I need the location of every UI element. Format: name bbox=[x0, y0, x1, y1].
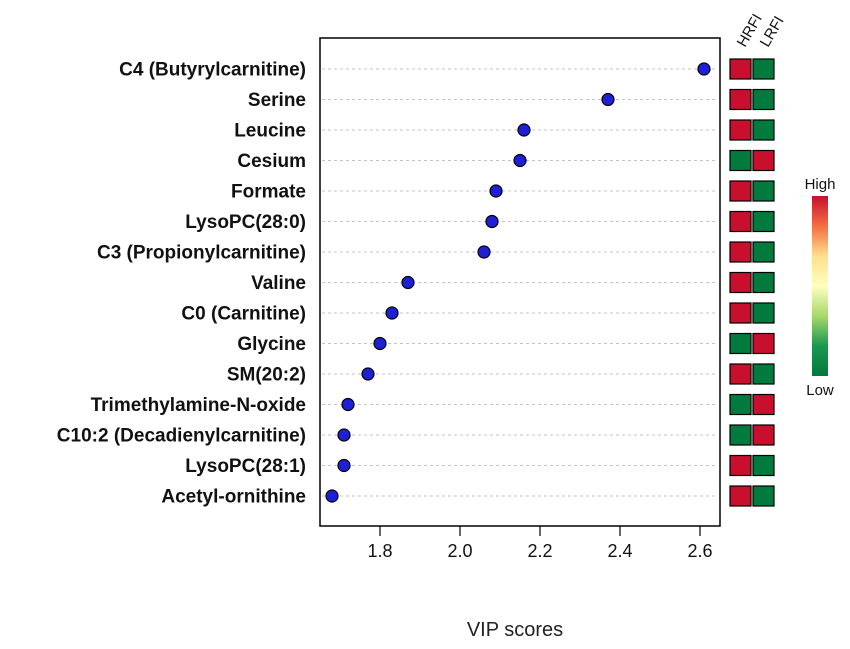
heatmap-cell bbox=[752, 271, 775, 294]
heatmap-cell bbox=[729, 424, 752, 446]
x-tick-label: 2.2 bbox=[527, 541, 552, 561]
feature-label: Trimethylamine-N-oxide bbox=[91, 395, 306, 416]
heatmap-cell bbox=[729, 180, 752, 202]
vip-point bbox=[485, 214, 499, 229]
vip-point bbox=[341, 397, 355, 412]
heatmap-cell bbox=[752, 180, 775, 202]
vip-point bbox=[401, 275, 415, 290]
x-tick-label: 1.8 bbox=[367, 541, 392, 561]
heatmap-cell bbox=[752, 210, 775, 233]
heatmap-cell bbox=[729, 302, 752, 324]
feature-label: Serine bbox=[248, 90, 306, 111]
vip-points bbox=[325, 62, 711, 503]
feature-label: C4 (Butyrylcarnitine) bbox=[119, 60, 306, 81]
color-legend: High Low bbox=[805, 176, 836, 399]
x-tick-label: 2.4 bbox=[607, 541, 632, 561]
feature-label: C10:2 (Decadienylcarnitine) bbox=[57, 426, 306, 447]
heatmap-cell bbox=[729, 119, 752, 141]
heatmap-cell bbox=[752, 119, 775, 141]
heatmap-cell bbox=[752, 332, 775, 355]
feature-label: Formate bbox=[231, 182, 306, 203]
heatmap-cell bbox=[752, 454, 775, 477]
heatmap-cell bbox=[752, 424, 775, 446]
vip-point bbox=[489, 184, 503, 198]
heatmap-cell bbox=[729, 241, 752, 263]
feature-label: Glycine bbox=[237, 334, 306, 355]
heatmap-cell bbox=[752, 393, 775, 416]
heatmap-cell bbox=[729, 485, 752, 507]
feature-label: LysoPC(28:1) bbox=[185, 456, 306, 477]
x-axis-title: VIP scores bbox=[467, 619, 563, 641]
vip-point bbox=[385, 306, 399, 320]
vip-point bbox=[477, 245, 491, 259]
feature-label: SM(20:2) bbox=[227, 365, 306, 386]
vip-point bbox=[697, 62, 711, 76]
group-heatmap bbox=[729, 58, 775, 507]
vip-point bbox=[337, 458, 351, 473]
heatmap-cell bbox=[729, 210, 752, 233]
grid-lines bbox=[322, 68, 718, 497]
heatmap-cell bbox=[752, 363, 775, 385]
heatmap-cell bbox=[729, 58, 752, 80]
heatmap-cell bbox=[752, 485, 775, 507]
heatmap-cell bbox=[752, 241, 775, 263]
vip-point bbox=[513, 153, 527, 168]
feature-label: C3 (Propionylcarnitine) bbox=[97, 243, 306, 264]
heatmap-cell bbox=[752, 149, 775, 172]
x-axis: 1.8 2.0 2.2 2.4 2.6 bbox=[367, 526, 713, 561]
vip-point bbox=[601, 92, 615, 107]
plot-frame bbox=[319, 37, 721, 527]
feature-label: Leucine bbox=[234, 121, 306, 142]
vip-point bbox=[337, 428, 351, 442]
heatmap-cell bbox=[729, 363, 752, 385]
legend-high-label: High bbox=[805, 176, 836, 193]
heatmap-cell bbox=[729, 271, 752, 294]
heatmap-cell bbox=[729, 88, 752, 111]
feature-label: C0 (Carnitine) bbox=[181, 304, 306, 325]
vip-point bbox=[361, 367, 375, 381]
heatmap-cell bbox=[729, 393, 752, 416]
x-tick-label: 2.0 bbox=[447, 541, 472, 561]
feature-label: LysoPC(28:0) bbox=[185, 212, 306, 233]
feature-labels: C4 (Butyrylcarnitine) Serine Leucine Cesium… bbox=[57, 60, 306, 508]
heatmap-cell bbox=[752, 58, 775, 80]
legend-gradient-bar bbox=[812, 196, 828, 376]
heatmap-cell bbox=[729, 332, 752, 355]
heatmap-cell bbox=[752, 302, 775, 324]
heatmap-cell bbox=[752, 88, 775, 111]
feature-label: Valine bbox=[251, 273, 306, 294]
heatmap-cell bbox=[729, 454, 752, 477]
feature-label: Cesium bbox=[237, 151, 306, 172]
heatmap-cell bbox=[729, 149, 752, 172]
x-tick-label: 2.6 bbox=[687, 541, 712, 561]
vip-point bbox=[517, 123, 531, 137]
vip-point bbox=[373, 336, 387, 351]
legend-low-label: Low bbox=[806, 382, 834, 399]
vip-point bbox=[325, 489, 339, 503]
feature-label: Acetyl-ornithine bbox=[161, 487, 306, 508]
